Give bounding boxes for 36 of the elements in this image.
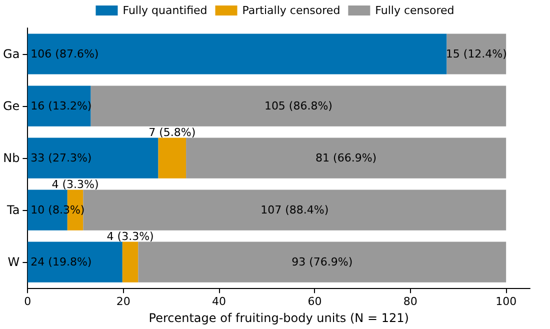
data-label: 4 (3.3%) (52, 178, 99, 191)
bar (138, 242, 506, 282)
data-label: 93 (76.9%) (292, 256, 353, 269)
legend-label: Partially censored (242, 4, 340, 17)
y-tick-label: Ga (3, 47, 20, 62)
x-tick-label: 100 (496, 295, 517, 308)
data-label: 4 (3.3%) (106, 230, 154, 243)
data-label: 105 (86.8%) (264, 100, 332, 113)
data-label: 7 (5.8%) (148, 126, 196, 139)
y-tick-label: Ge (2, 99, 20, 114)
x-axis-title: Percentage of fruiting-body units (N = 121) (148, 311, 409, 325)
bar (28, 138, 158, 178)
y-tick-label: Ta (6, 203, 20, 218)
bar (83, 190, 506, 230)
x-tick-label: 0 (24, 295, 32, 308)
x-tick-label: 60 (308, 295, 322, 308)
data-label: 33 (27.3%) (30, 152, 92, 165)
data-label: 24 (19.8%) (30, 256, 92, 269)
bar (158, 138, 186, 178)
x-tick-label: 80 (403, 295, 418, 308)
y-tick-label: W (8, 255, 20, 270)
bar (28, 242, 122, 282)
bar (186, 138, 506, 178)
data-label: 81 (66.9%) (316, 152, 377, 165)
bar (446, 34, 506, 74)
legend-label: Fully censored (375, 4, 454, 17)
legend-label: Fully quantified (122, 4, 208, 17)
bar (90, 86, 506, 126)
bar (28, 34, 447, 74)
x-tick-label: 20 (116, 295, 130, 308)
data-label: 15 (12.4%) (446, 48, 507, 61)
bar (122, 242, 138, 282)
data-label: 106 (87.6%) (30, 48, 99, 61)
data-label: 107 (88.4%) (260, 204, 329, 217)
y-tick-label: Nb (3, 151, 20, 166)
x-tick-label: 40 (212, 295, 226, 308)
